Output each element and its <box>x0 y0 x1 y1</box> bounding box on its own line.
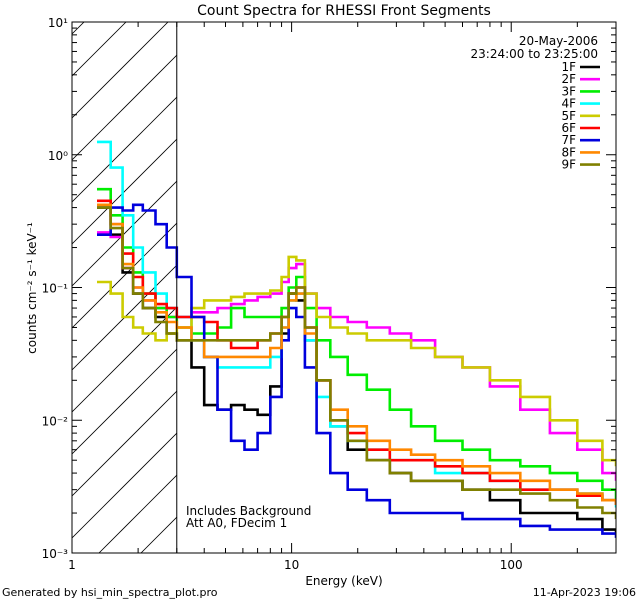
hatch-line <box>72 22 127 77</box>
hatch-line <box>140 516 178 553</box>
x-tick-label: 100 <box>500 558 523 572</box>
legend-label-8F: 8F <box>561 145 576 159</box>
legend: 20-May-2006 23:24:00 to 23:25:00 1F2F3F4… <box>471 34 600 172</box>
hatch-line <box>72 138 178 245</box>
hatch-line <box>72 432 178 539</box>
y-tick-label: 10⁻³ <box>42 547 69 561</box>
legend-label-9F: 9F <box>561 158 576 172</box>
legend-label-3F: 3F <box>561 84 576 98</box>
x-axis-label: Energy (keV) <box>305 574 382 588</box>
hatch-line <box>72 54 178 161</box>
series-5F-line <box>97 255 616 467</box>
legend-label-5F: 5F <box>561 109 576 123</box>
legend-label-4F: 4F <box>561 97 576 111</box>
legend-date: 20-May-2006 <box>519 34 598 48</box>
hatch-line <box>72 22 169 119</box>
hatch-line <box>72 348 178 455</box>
y-tick-label: 10⁻¹ <box>42 282 69 296</box>
y-axis-label: counts cm⁻² s⁻¹ keV⁻¹ <box>25 222 39 354</box>
footer-generated-by: Generated by hsi_min_spectra_plot.pro <box>2 586 218 599</box>
annotation-attenuator: Att A0, FDecim 1 <box>186 516 287 530</box>
series-3F-line <box>97 187 616 501</box>
y-tick-label: 10⁰ <box>48 149 68 163</box>
hatch-line <box>72 222 178 329</box>
chart-title: Count Spectra for RHESSI Front Segments <box>197 3 491 19</box>
x-tick-label: 1 <box>68 558 76 572</box>
legend-label-7F: 7F <box>561 133 576 147</box>
legend-time-range: 23:24:00 to 23:25:00 <box>471 47 598 61</box>
y-tick-label: 10¹ <box>48 16 68 30</box>
x-tick-label: 10 <box>284 558 299 572</box>
series-9F-line <box>97 206 616 520</box>
hatch-line <box>72 306 178 413</box>
hatch-line <box>72 180 178 287</box>
legend-label-1F: 1F <box>561 60 576 74</box>
hatch-line <box>72 390 178 497</box>
hatch-line <box>72 96 178 203</box>
footer-date: 11-Apr-2023 19:06 <box>533 586 636 599</box>
y-tick-label: 10⁻² <box>42 414 69 428</box>
annotation-background: Includes Background <box>186 504 311 518</box>
legend-label-2F: 2F <box>561 72 576 86</box>
legend-label-6F: 6F <box>561 121 576 135</box>
hatch-line <box>98 474 178 553</box>
